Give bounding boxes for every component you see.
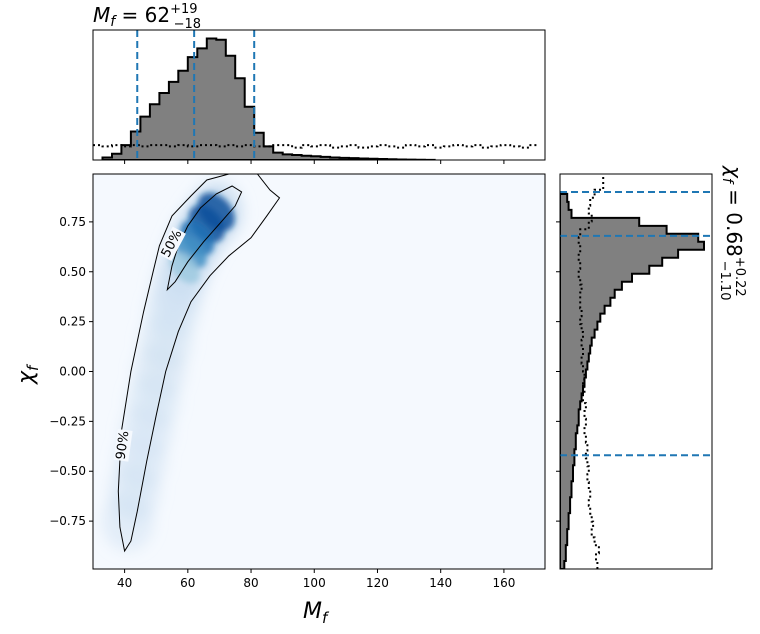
density-core-blob bbox=[169, 252, 200, 284]
contour-line-90pct bbox=[117, 174, 281, 553]
right-marginal-y-ticks bbox=[556, 221, 560, 522]
top-marginal-frame bbox=[92, 29, 546, 161]
right-prior-line bbox=[577, 174, 605, 569]
y-tick-label: −0.75 bbox=[49, 514, 86, 528]
top-marginal-title: Mf = 62+19 −18 bbox=[93, 2, 201, 32]
top-marginal-histogram bbox=[101, 37, 436, 160]
contour-label-bg bbox=[158, 226, 186, 261]
top-marginal-prior-curve bbox=[93, 144, 539, 149]
joint-y-ticks: 0.75 0.50 0.25 0.00 −0.25 −0.50 −0.75 bbox=[49, 215, 93, 528]
density-halo-blob bbox=[101, 491, 154, 552]
right-marginal-quantile-lines bbox=[560, 190, 712, 457]
y-tick-label: 0.50 bbox=[59, 265, 86, 279]
y-axis-label-main: χ bbox=[14, 370, 39, 385]
top-title-inf: −18 bbox=[174, 17, 201, 32]
top-prior-line bbox=[93, 144, 539, 149]
right-marginal-histogram bbox=[560, 192, 705, 569]
x-tick-label: 100 bbox=[303, 576, 326, 590]
right-hist-bars bbox=[560, 192, 705, 569]
y-tick-label: 0.75 bbox=[59, 215, 86, 229]
y-tick-label: 0.25 bbox=[59, 315, 86, 329]
y-axis-label: χf bbox=[14, 363, 42, 385]
joint-contours: 50%90% bbox=[113, 174, 281, 553]
right-title-eq: = 0.68 bbox=[722, 183, 746, 257]
right-marginal-prior-curve bbox=[577, 174, 605, 569]
y-axis-label-sub: f bbox=[24, 363, 42, 371]
y-tick-label: 0.00 bbox=[59, 365, 86, 379]
x-axis-label: Mf bbox=[303, 599, 330, 627]
top-marginal-x-ticks bbox=[124, 160, 505, 164]
x-axis-label-sub: f bbox=[322, 609, 330, 627]
top-title-lhs: M bbox=[93, 3, 110, 27]
contour-label-bg bbox=[113, 428, 133, 462]
top-title-sub: f bbox=[110, 14, 117, 30]
x-tick-label: 160 bbox=[492, 576, 515, 590]
right-title-sub: f bbox=[719, 178, 735, 185]
right-marginal-panel: χf = 0.68+0.22−1.10 bbox=[556, 165, 747, 570]
y-tick-label: −0.25 bbox=[49, 414, 86, 428]
x-tick-label: 40 bbox=[117, 576, 132, 590]
contour-label-90pct: 90% bbox=[114, 430, 133, 461]
x-tick-label: 120 bbox=[366, 576, 389, 590]
x-tick-label: 140 bbox=[429, 576, 452, 590]
y-tick-label: −0.50 bbox=[49, 464, 86, 478]
right-title-sup: +0.22 bbox=[732, 257, 747, 297]
right-title-lhs: χ bbox=[722, 165, 746, 179]
top-title-eq: = 62 bbox=[115, 3, 170, 27]
joint-panel: 50%90% 40 60 80 100 120 140 160 0.750.500.250.… bbox=[14, 173, 546, 627]
x-tick-label: 80 bbox=[243, 576, 258, 590]
right-title-inf: −1.10 bbox=[717, 261, 732, 301]
x-axis-label-main: M bbox=[303, 599, 322, 624]
right-marginal-title: χf = 0.68+0.22−1.10 bbox=[717, 165, 747, 300]
top-hist-bars bbox=[101, 37, 436, 160]
joint-x-ticks: 40 60 80 100 120 140 160 bbox=[117, 569, 515, 590]
top-marginal-panel: Mf = 62+19 −18 bbox=[92, 2, 546, 164]
x-tick-label: 60 bbox=[180, 576, 195, 590]
top-title-sup: +19 bbox=[170, 2, 197, 17]
